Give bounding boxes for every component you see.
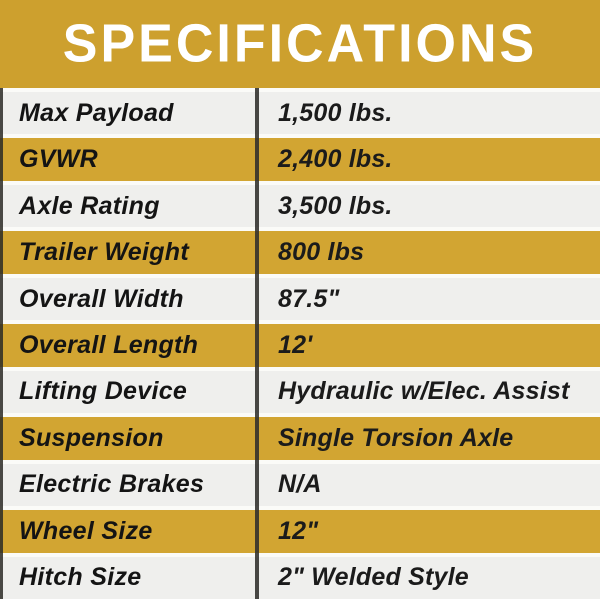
- spec-label: Axle Rating: [19, 191, 160, 220]
- spec-value: 12": [278, 516, 319, 545]
- spec-label: GVWR: [19, 145, 98, 174]
- spec-value: N/A: [278, 470, 322, 499]
- spec-value: 1,500 lbs.: [278, 98, 393, 127]
- left-border: [0, 88, 3, 599]
- spec-label: Max Payload: [19, 98, 174, 127]
- spec-row-max-payload: Max Payload 1,500 lbs.: [0, 92, 600, 135]
- spec-row-electric-brakes: Electric Brakes N/A: [0, 463, 600, 507]
- spec-row-overall-width: Overall Width 87.5": [0, 277, 600, 321]
- spec-value: Hydraulic w/Elec. Assist: [278, 377, 570, 406]
- specifications-title: SPECIFICATIONS: [62, 13, 538, 75]
- spec-label: Overall Length: [19, 330, 199, 359]
- spec-value: 2,400 lbs.: [278, 145, 393, 174]
- spec-label: Suspension: [19, 423, 164, 452]
- spec-value: 12': [278, 330, 313, 359]
- spec-row-hitch-size: Hitch Size 2" Welded Style: [0, 556, 600, 599]
- spec-row-trailer-weight: Trailer Weight 800 lbs: [0, 231, 600, 274]
- spec-row-axle-rating: Axle Rating 3,500 lbs.: [0, 184, 600, 228]
- spec-label: Wheel Size: [19, 516, 153, 545]
- spec-row-lifting-device: Lifting Device Hydraulic w/Elec. Assist: [0, 370, 600, 414]
- spec-row-wheel-size: Wheel Size 12": [0, 510, 600, 553]
- spec-row-suspension: Suspension Single Torsion Axle: [0, 417, 600, 460]
- spec-label: Hitch Size: [19, 563, 142, 592]
- spec-value: Single Torsion Axle: [278, 423, 514, 452]
- spec-value: 87.5": [278, 284, 340, 313]
- spec-label: Overall Width: [19, 284, 184, 313]
- spec-row-gvwr: GVWR 2,400 lbs.: [0, 138, 600, 181]
- spec-label: Trailer Weight: [19, 238, 189, 267]
- spec-value: 3,500 lbs.: [278, 191, 393, 220]
- spec-row-overall-length: Overall Length 12': [0, 324, 600, 367]
- spec-value: 800 lbs: [278, 238, 365, 267]
- column-divider: [255, 88, 259, 599]
- spec-label: Electric Brakes: [19, 470, 205, 499]
- spec-label: Lifting Device: [19, 377, 188, 406]
- specifications-table: Max Payload 1,500 lbs. GVWR 2,400 lbs. A…: [0, 88, 600, 599]
- spec-value: 2" Welded Style: [278, 563, 469, 592]
- specifications-header: SPECIFICATIONS: [0, 0, 600, 88]
